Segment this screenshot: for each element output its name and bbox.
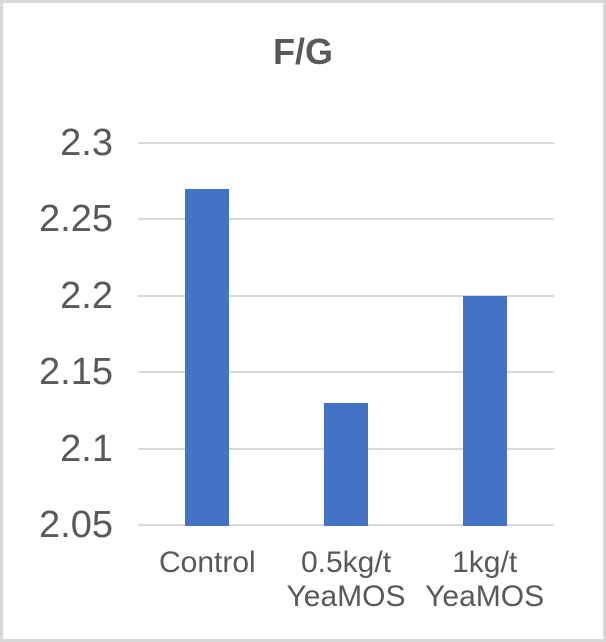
gridline <box>138 294 554 297</box>
gridline <box>138 218 554 221</box>
bar <box>185 188 230 526</box>
bar <box>324 402 368 526</box>
y-tick-label: 2.05 <box>39 504 113 546</box>
bar <box>462 295 507 526</box>
y-tick-label: 2.2 <box>60 274 113 317</box>
y-tick-label: 2.15 <box>39 351 113 394</box>
y-tick-label: 2.25 <box>39 198 113 241</box>
x-category-label: 0.5kg/t YeaMOS <box>286 546 406 613</box>
x-category-label: Control <box>158 546 256 579</box>
y-tick-label: 2.1 <box>60 427 113 470</box>
y-tick-label: 2.3 <box>60 122 113 164</box>
gridline <box>138 371 554 374</box>
gridline <box>138 142 554 144</box>
x-category-label: 1kg/t YeaMOS <box>425 546 545 613</box>
chart-title: F/G <box>273 31 333 72</box>
